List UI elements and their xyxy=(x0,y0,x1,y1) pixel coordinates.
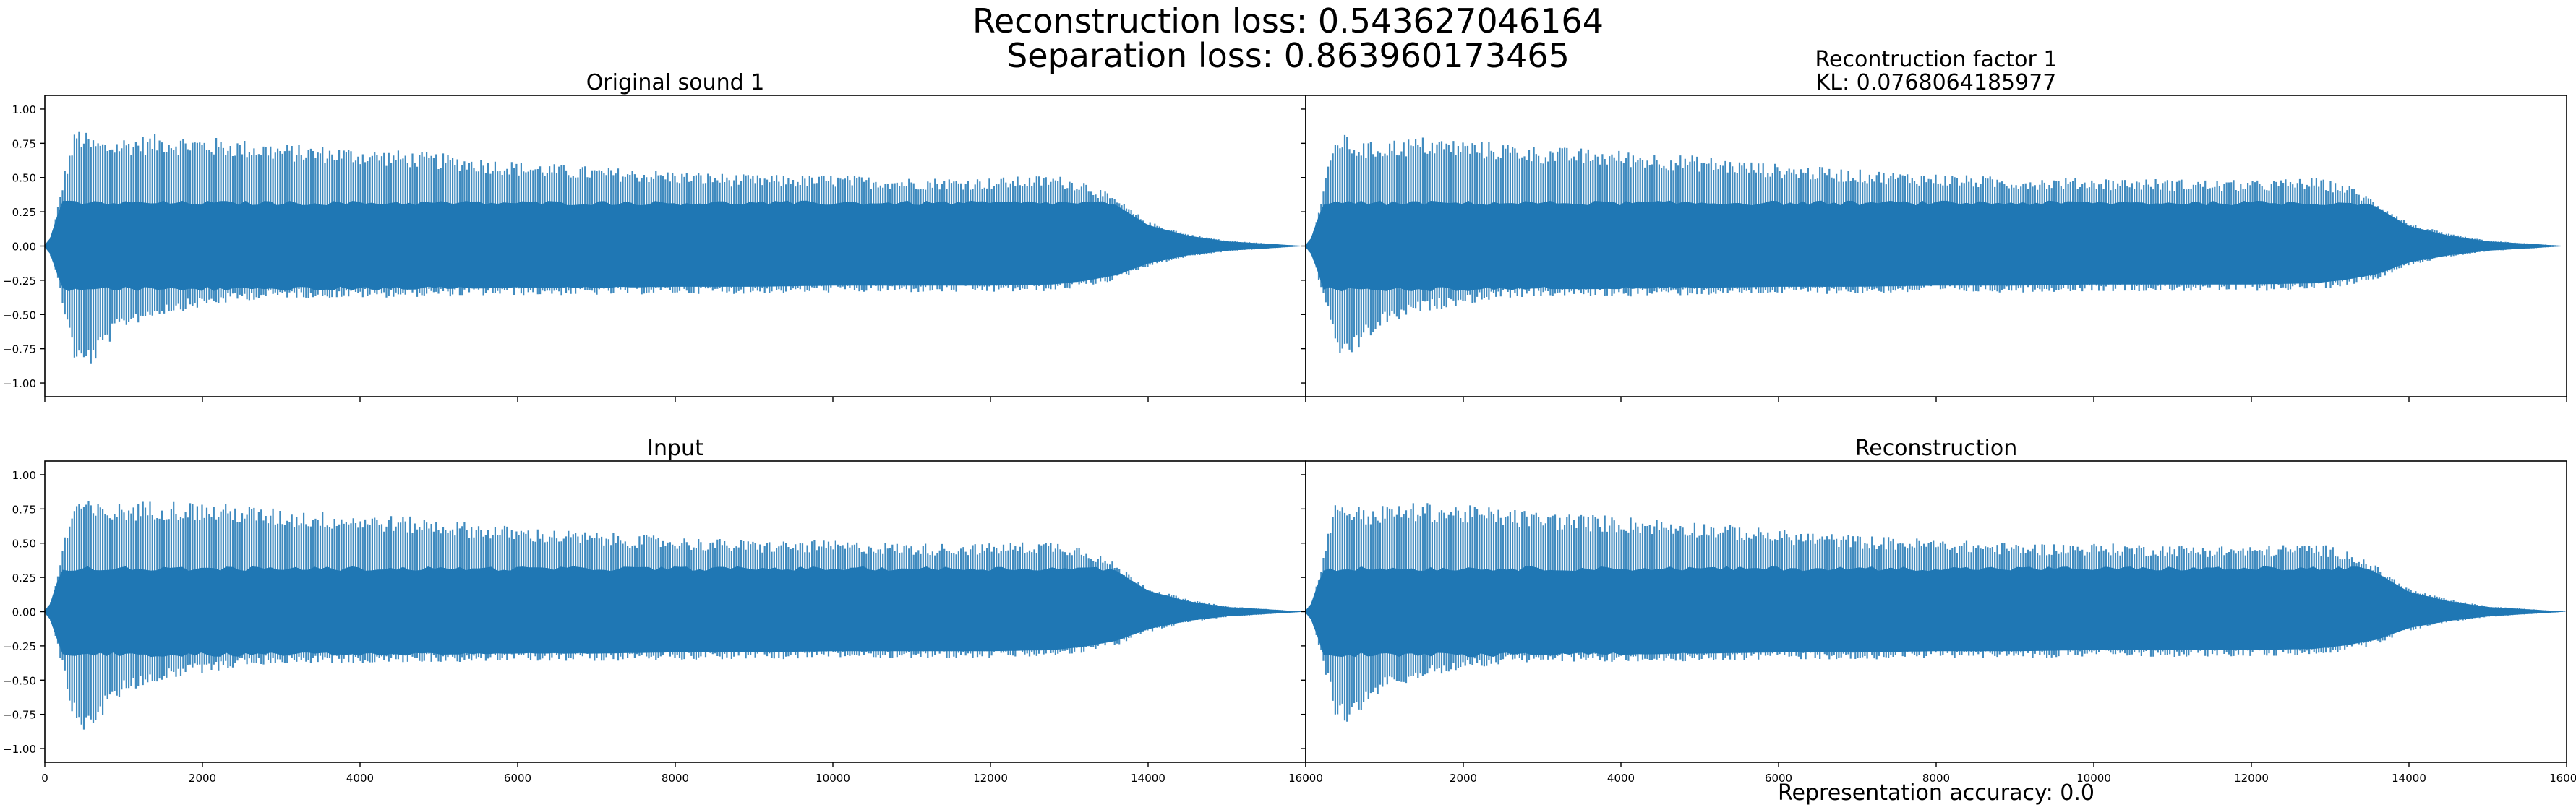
x-tick-label: 2000 xyxy=(1450,772,1477,785)
subplot-title: Input xyxy=(647,436,703,461)
subplot-2: Recontruction factor 1KL: 0.076806418597… xyxy=(1301,47,2567,402)
subplot-title: KL: 0.0768064185977 xyxy=(1816,70,2057,95)
subplot-title: Reconstruction xyxy=(1855,436,2018,461)
x-tick-label: 8000 xyxy=(662,772,689,785)
x-tick-label: 6000 xyxy=(1765,772,1792,785)
waveform-core xyxy=(45,200,1305,291)
x-tick-label: 6000 xyxy=(504,772,531,785)
waveform-series xyxy=(45,131,1305,364)
y-tick-label: 0.25 xyxy=(12,206,36,219)
subplot-3: −1.00 −0.75 −0.50 −0.25 0.00 0.25 0.50 0.75 1.00… xyxy=(3,436,1323,785)
waveform-series xyxy=(1306,134,2566,353)
y-tick-label: 0.00 xyxy=(12,606,36,619)
x-tick-label: 12000 xyxy=(2234,772,2269,785)
x-tick-label: 14000 xyxy=(1131,772,1165,785)
x-tick-label: 12000 xyxy=(973,772,1008,785)
y-tick-label: 0.50 xyxy=(12,172,36,185)
y-tick-label: 1.00 xyxy=(12,469,36,482)
representation-accuracy-label: Representation accuracy: 0.0 xyxy=(1778,780,2094,806)
x-tick-label: 0 xyxy=(1302,772,1309,785)
y-tick-label: −0.50 xyxy=(3,309,36,322)
subplot-title: Original sound 1 xyxy=(586,70,765,95)
y-tick-label: −0.75 xyxy=(3,343,36,356)
waveform-core xyxy=(1306,200,2566,292)
y-tick-label: 0.50 xyxy=(12,538,36,551)
waveform-core xyxy=(1306,566,2566,658)
subplot-1: −1.00 −0.75 −0.50 −0.25 0.00 0.25 0.50 0.75 1.00… xyxy=(3,70,1306,402)
x-tick-label: 10000 xyxy=(816,772,850,785)
x-tick-label: 16000 xyxy=(1288,772,1323,785)
x-tick-label: 4000 xyxy=(346,772,374,785)
x-tick-label: 14000 xyxy=(2392,772,2426,785)
x-tick-label: 8000 xyxy=(1922,772,1950,785)
x-tick-label: 2000 xyxy=(189,772,216,785)
y-tick-label: 1.00 xyxy=(12,103,36,116)
waveform-series xyxy=(45,501,1305,730)
x-tick-label: 16000 xyxy=(2549,772,2576,785)
y-tick-label: −0.75 xyxy=(3,709,36,722)
y-tick-label: −0.50 xyxy=(3,674,36,687)
y-tick-label: 0.25 xyxy=(12,572,36,585)
subplot-4: 0 2000 4000 6000 8000 10000 12000 14000 16000 Rec… xyxy=(1301,436,2576,785)
figure-suptitle-line2: Separation loss: 0.863960173465 xyxy=(1006,36,1570,75)
y-tick-label: 0.75 xyxy=(12,503,36,516)
y-tick-label: 0.75 xyxy=(12,137,36,150)
y-tick-label: 0.00 xyxy=(12,241,36,254)
figure-suptitle-line1: Reconstruction loss: 0.543627046164 xyxy=(972,1,1604,40)
y-tick-label: −0.25 xyxy=(3,275,36,288)
x-tick-label: 4000 xyxy=(1607,772,1635,785)
waveform-core xyxy=(45,566,1305,658)
y-tick-label: −1.00 xyxy=(3,743,36,756)
subplot-title: Recontruction factor 1 xyxy=(1815,47,2058,72)
waveform-series xyxy=(1306,503,2566,722)
x-tick-label: 10000 xyxy=(2076,772,2111,785)
y-tick-label: −1.00 xyxy=(3,377,36,390)
y-tick-label: −0.25 xyxy=(3,640,36,653)
x-tick-label: 0 xyxy=(41,772,48,785)
